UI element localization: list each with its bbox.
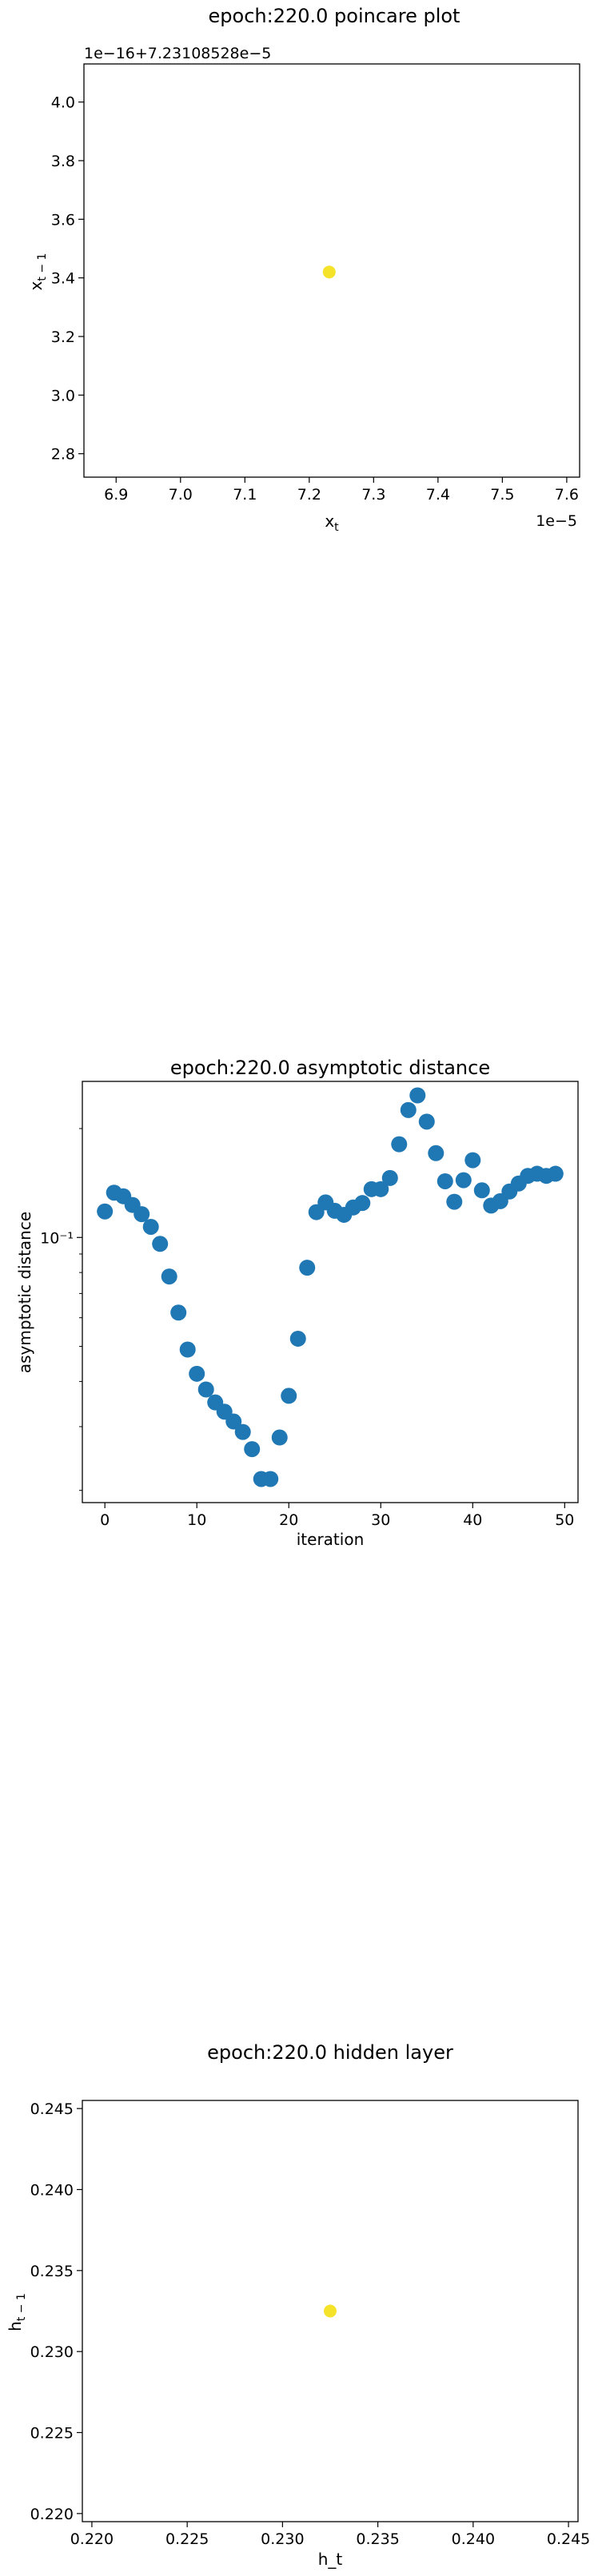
x-tick-label: 0.240 bbox=[452, 2530, 495, 2548]
data-points bbox=[324, 2304, 337, 2318]
data-point bbox=[409, 1087, 426, 1104]
y-tick-label: 0.225 bbox=[30, 2425, 74, 2443]
x-tick-label: 0.245 bbox=[547, 2530, 590, 2548]
x-tick-label: 7.1 bbox=[233, 486, 257, 504]
x-tick-label: 10 bbox=[187, 1511, 206, 1529]
x-tick-label: 6.9 bbox=[104, 486, 128, 504]
y-axis-label: xt − 1 bbox=[26, 253, 49, 291]
y-tick-label: 3.2 bbox=[51, 328, 75, 346]
data-point bbox=[281, 1388, 297, 1404]
x-tick-label: 0.220 bbox=[70, 2530, 114, 2548]
x-ticks: 0 10 20 30 40 50 bbox=[100, 1503, 574, 1529]
y-tick-label: 0.230 bbox=[30, 2343, 74, 2361]
y-tick-label: 3.0 bbox=[51, 387, 75, 404]
y-tick-label: 3.8 bbox=[51, 153, 75, 170]
y-tick-label: 10⁻¹ bbox=[40, 1229, 74, 1247]
y-tick-label: 0.235 bbox=[30, 2263, 74, 2280]
data-point bbox=[152, 1236, 169, 1252]
hidden-layer-chart: epoch:220.0 hidden layer 0.220 0.225 0.230… bbox=[6, 2041, 590, 2569]
x-tick-label: 20 bbox=[279, 1511, 298, 1529]
data-point bbox=[455, 1172, 472, 1188]
x-ticks: 0.220 0.225 0.230 0.235 0.240 0.245 bbox=[70, 2522, 590, 2548]
data-point bbox=[547, 1165, 564, 1182]
data-point bbox=[161, 1268, 177, 1285]
x-tick-label: 0 bbox=[100, 1511, 110, 1529]
poincare-plot-chart: epoch:220.0 poincare plot 1e−16+7.231085… bbox=[26, 5, 580, 534]
data-point bbox=[244, 1441, 261, 1458]
data-point bbox=[271, 1429, 288, 1446]
x-tick-label: 40 bbox=[463, 1511, 482, 1529]
data-point bbox=[234, 1423, 251, 1440]
data-point bbox=[437, 1173, 453, 1189]
y-axis-label: ht − 1 bbox=[6, 2293, 28, 2331]
chart-title: epoch:220.0 poincare plot bbox=[209, 5, 460, 27]
x-tick-label: 30 bbox=[371, 1511, 390, 1529]
x-tick-label: 0.235 bbox=[356, 2530, 399, 2548]
y-axis-label: asymptotic distance bbox=[15, 1212, 34, 1373]
y-tick-label: 2.8 bbox=[51, 446, 75, 464]
x-tick-label: 7.0 bbox=[169, 486, 193, 504]
data-point bbox=[464, 1152, 481, 1169]
y-tick-label: 4.0 bbox=[51, 94, 75, 112]
data-point bbox=[197, 1381, 214, 1398]
x-offset-text: 1e−5 bbox=[536, 512, 577, 530]
x-tick-label: 0.230 bbox=[261, 2530, 304, 2548]
data-point bbox=[418, 1113, 435, 1130]
x-tick-label: 7.4 bbox=[426, 486, 450, 504]
plot-frame bbox=[83, 63, 580, 478]
y-tick-label: 3.6 bbox=[51, 211, 75, 229]
data-point bbox=[225, 1413, 242, 1430]
plot-frame bbox=[82, 2100, 579, 2522]
y-ticks: 10⁻¹ bbox=[40, 1128, 82, 1491]
data-point bbox=[170, 1304, 187, 1321]
data-points bbox=[322, 265, 336, 279]
chart-title: epoch:220.0 asymptotic distance bbox=[170, 1057, 490, 1079]
data-point bbox=[428, 1145, 445, 1161]
data-point bbox=[179, 1341, 196, 1358]
data-points bbox=[97, 1087, 564, 1487]
data-point bbox=[391, 1136, 408, 1153]
y-tick-label: 0.240 bbox=[30, 2181, 74, 2199]
data-point bbox=[473, 1182, 490, 1199]
asymptotic-distance-chart: epoch:220.0 asymptotic distance 0 10 20 30 4… bbox=[15, 1057, 579, 1549]
data-point bbox=[142, 1218, 159, 1235]
data-point bbox=[381, 1169, 398, 1186]
y-tick-label: 0.220 bbox=[30, 2506, 74, 2523]
x-tick-label: 7.6 bbox=[555, 486, 579, 504]
y-tick-label: 3.4 bbox=[51, 270, 75, 288]
y-ticks: 0.220 0.225 0.230 0.235 0.240 0.245 bbox=[30, 2100, 82, 2523]
plot-frame bbox=[82, 1081, 579, 1503]
data-point bbox=[354, 1195, 371, 1212]
data-point bbox=[446, 1193, 463, 1210]
x-tick-label: 7.5 bbox=[490, 486, 514, 504]
data-point bbox=[134, 1206, 150, 1223]
y-ticks: 2.8 3.0 3.2 3.4 3.6 3.8 4.0 bbox=[51, 94, 84, 464]
data-point bbox=[289, 1330, 306, 1347]
x-tick-label: 50 bbox=[555, 1511, 574, 1529]
x-tick-label: 7.3 bbox=[361, 486, 385, 504]
x-axis-label: xt bbox=[325, 512, 339, 534]
data-point bbox=[373, 1181, 389, 1197]
data-point bbox=[97, 1203, 114, 1220]
x-axis-label: iteration bbox=[297, 1530, 365, 1549]
y-tick-label: 0.245 bbox=[30, 2100, 74, 2118]
data-point bbox=[299, 1260, 316, 1276]
chart-title: epoch:220.0 hidden layer bbox=[207, 2041, 453, 2064]
data-point bbox=[322, 265, 336, 279]
data-point bbox=[400, 1101, 417, 1118]
data-point bbox=[262, 1471, 279, 1487]
data-point bbox=[324, 2304, 337, 2318]
x-tick-label: 0.225 bbox=[165, 2530, 209, 2548]
x-ticks: 6.9 7.0 7.1 7.2 7.3 7.4 7.5 7.6 bbox=[104, 477, 579, 504]
data-point bbox=[189, 1365, 205, 1382]
y-offset-text: 1e−16+7.23108528e−5 bbox=[84, 45, 271, 62]
x-axis-label: h_t bbox=[318, 2550, 343, 2569]
x-tick-label: 7.2 bbox=[297, 486, 321, 504]
